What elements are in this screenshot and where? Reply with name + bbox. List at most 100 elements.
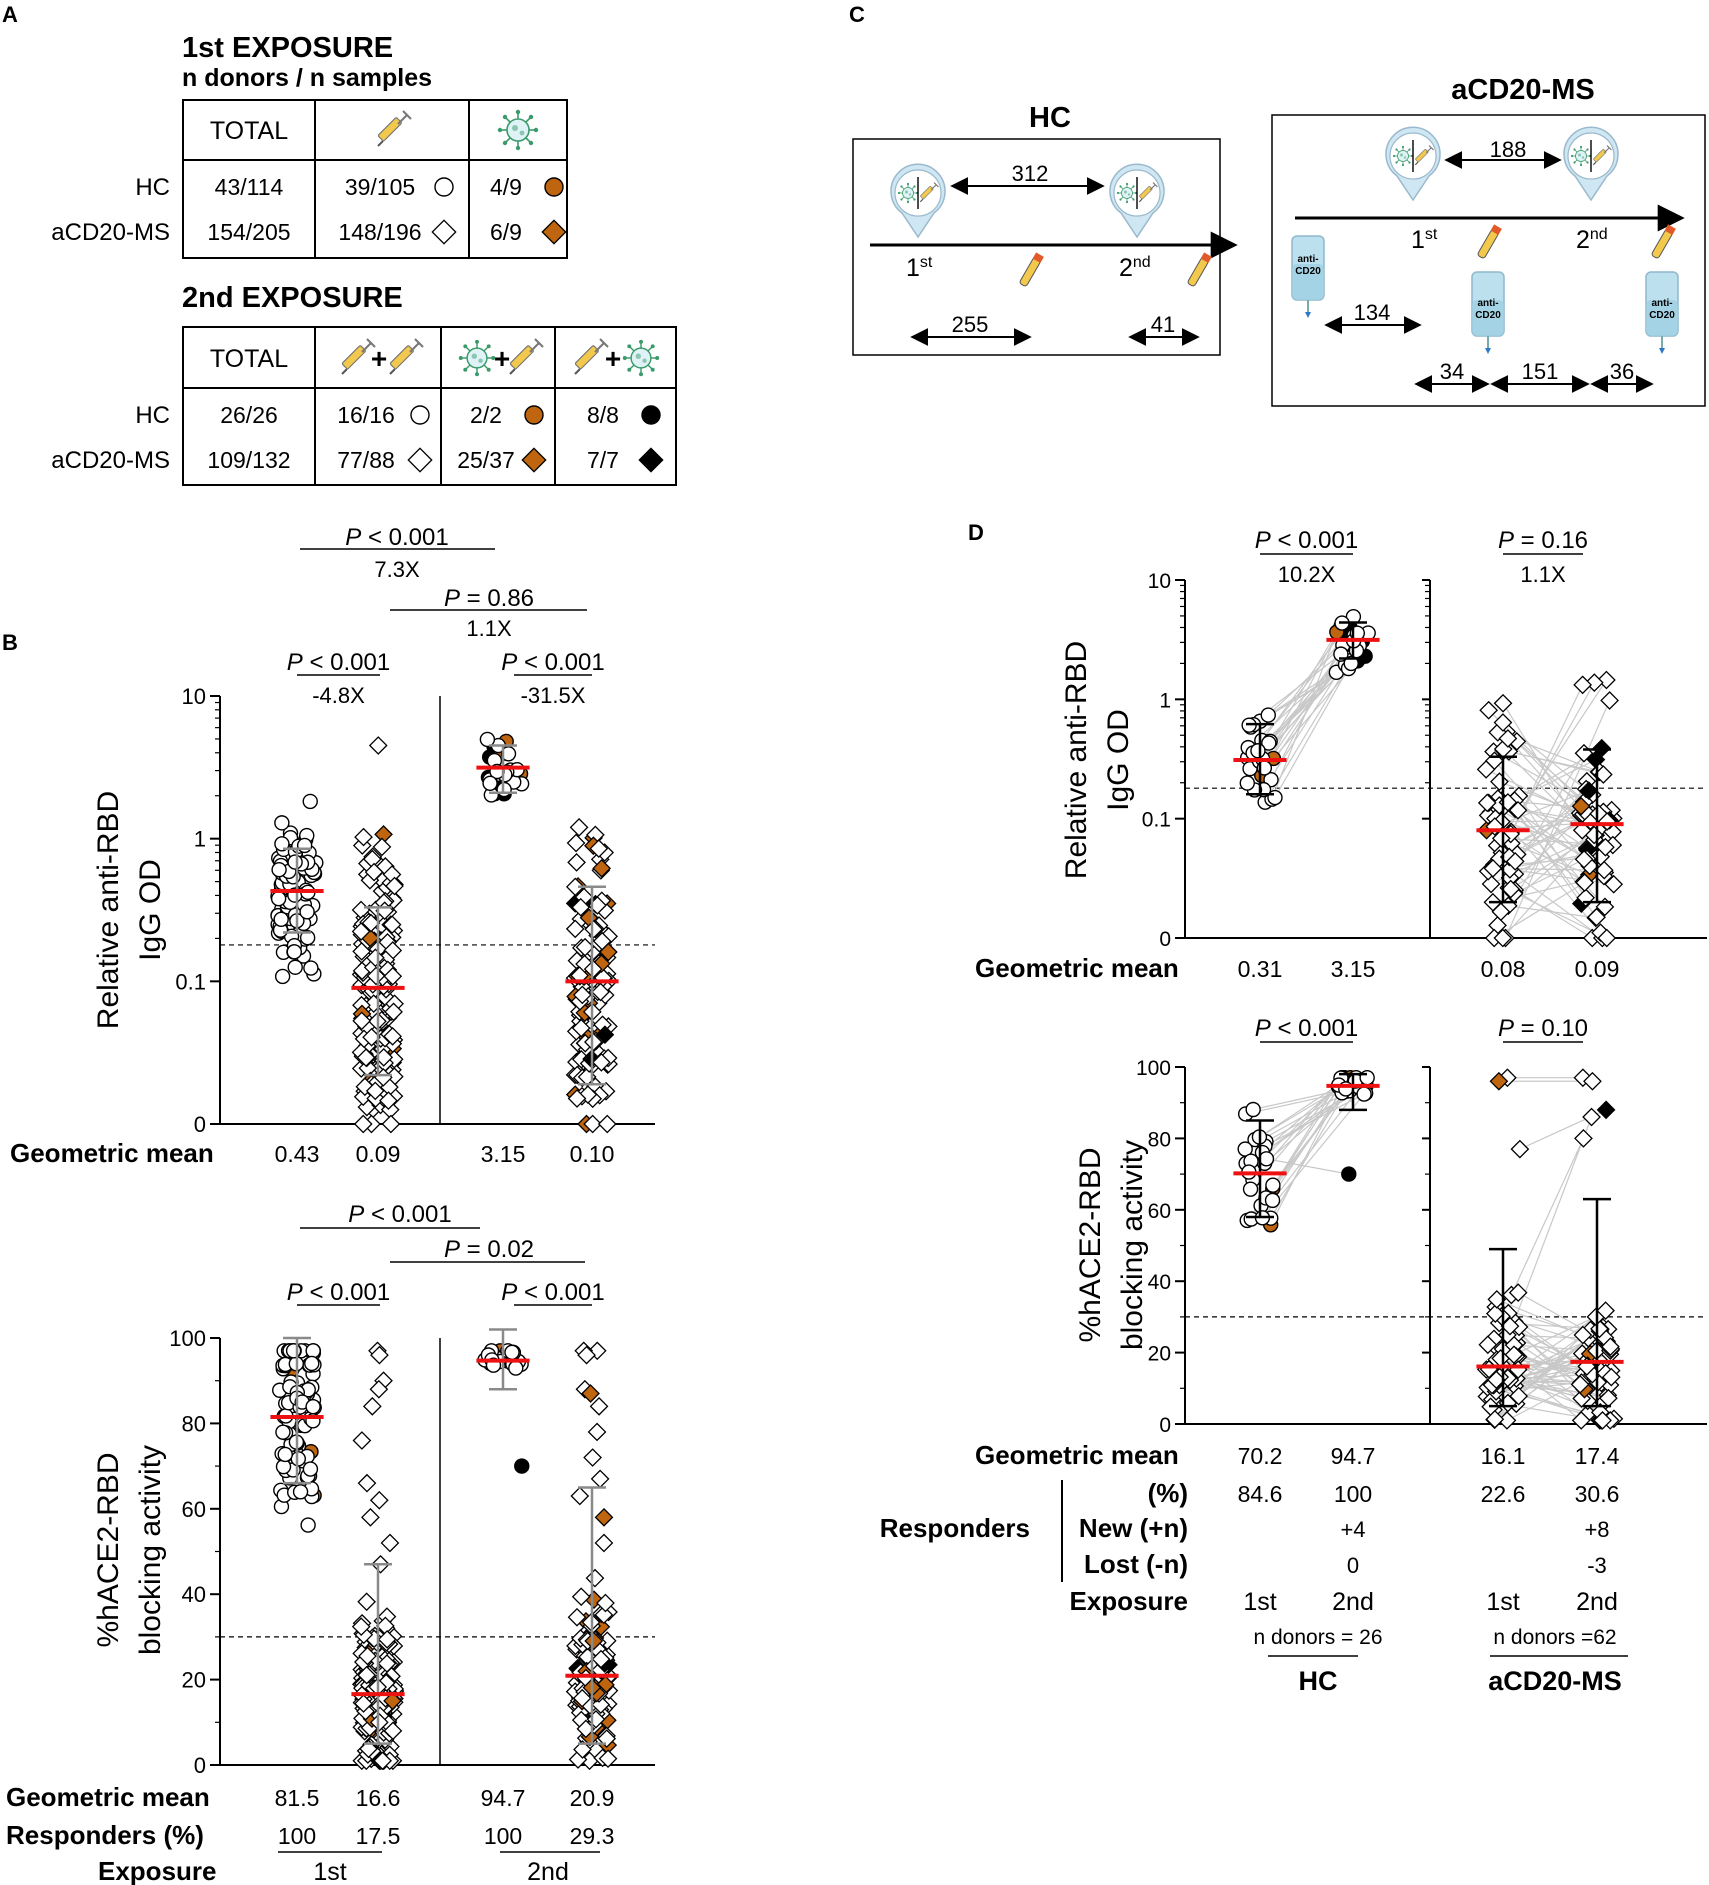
geometric-mean-value: 70.2 xyxy=(1238,1443,1283,1469)
diamond-orange-marker xyxy=(1571,796,1591,816)
diamond-open-marker xyxy=(1493,713,1513,732)
exposure-label: 2nd xyxy=(1576,1588,1618,1616)
diamond-black-marker xyxy=(1596,1100,1616,1120)
bag-text: CD20 xyxy=(1475,310,1501,321)
hc-first-label: 1st xyxy=(906,254,933,282)
geometric-mean-value: 3.15 xyxy=(481,1141,526,1167)
diamond-open-marker xyxy=(578,1085,598,1104)
plus-sign: + xyxy=(494,343,510,374)
diamond-open-marker xyxy=(577,1345,596,1365)
diamond-black-marker xyxy=(1579,781,1599,801)
circle-open-marker xyxy=(303,960,319,976)
tick-label: 0 xyxy=(194,1112,206,1137)
p-value: P < 0.001 xyxy=(1255,1015,1358,1042)
circle-open-marker xyxy=(271,862,287,878)
diamond-open-marker xyxy=(1601,1367,1621,1387)
bag-text: CD20 xyxy=(1649,310,1675,321)
diamond-open-marker xyxy=(565,877,585,897)
hc-interval-255: 255 xyxy=(952,312,989,337)
diamond-open-marker xyxy=(1509,1386,1529,1406)
circle-open-marker xyxy=(274,836,290,852)
diamond-open-marker xyxy=(1481,874,1501,894)
diamond-open-marker xyxy=(431,219,457,245)
diamond-open-marker xyxy=(569,817,589,837)
circle-open-marker xyxy=(305,1398,321,1415)
responder-percent: 22.6 xyxy=(1481,1481,1526,1507)
circle-open-marker xyxy=(1265,1177,1281,1193)
table-cell: 16/16 xyxy=(337,402,395,428)
row-value: 20.9 xyxy=(570,1785,615,1811)
circle-open-marker xyxy=(1359,1070,1375,1086)
diamond-open-marker xyxy=(362,1396,382,1416)
row-label: Lost (-n) xyxy=(1084,1549,1188,1579)
diamond-open-marker xyxy=(1493,693,1513,713)
ms-first-label: 1st xyxy=(1411,226,1438,254)
diamond-open-marker xyxy=(1590,1319,1609,1339)
diamond-open-marker xyxy=(565,919,585,939)
diamond-orange-marker xyxy=(584,1631,604,1651)
blood-tube-icon xyxy=(1186,251,1213,288)
circle-black-marker xyxy=(514,1458,530,1474)
diamond-open-marker xyxy=(366,948,385,968)
circle-open-marker xyxy=(482,775,498,791)
geometric-mean-value: 0.10 xyxy=(570,1141,615,1167)
circle-open-marker xyxy=(299,929,316,946)
ms-interval-188: 188 xyxy=(1490,137,1527,162)
row-label: New (+n) xyxy=(1079,1513,1188,1543)
circle-open-marker xyxy=(434,177,454,197)
diamond-black-marker xyxy=(638,447,664,473)
diamond-open-marker xyxy=(592,1052,611,1072)
diamond-black-marker xyxy=(595,1025,615,1045)
row-value: 100 xyxy=(278,1823,316,1849)
n-donors: n donors = 26 xyxy=(1253,1626,1382,1649)
circle-open-marker xyxy=(1343,655,1359,672)
circle-open-marker xyxy=(302,1461,319,1477)
tick-label: 0.1 xyxy=(1142,809,1171,832)
ms-second-exposure-pin xyxy=(1564,127,1618,200)
diamond-open-marker xyxy=(571,1018,591,1038)
table-cell: 154/205 xyxy=(207,219,290,245)
circle-open-marker xyxy=(1260,707,1276,723)
diamond-open-marker xyxy=(594,1605,614,1625)
p-value: P = 0.16 xyxy=(1498,527,1588,554)
plus-sign: + xyxy=(605,343,621,374)
row-label: Exposure xyxy=(98,1856,217,1885)
first-exposure-table xyxy=(182,99,568,259)
circle-open-marker xyxy=(274,968,291,985)
panel-a-letter: A xyxy=(2,2,18,27)
circle-open-marker xyxy=(1242,1181,1259,1197)
syringe-icon xyxy=(508,338,544,375)
bag-text: CD20 xyxy=(1295,266,1321,277)
diamond-orange-marker xyxy=(521,447,547,473)
second-exposure-title: 2nd EXPOSURE xyxy=(182,282,403,314)
row-label: (%) xyxy=(1148,1478,1188,1508)
tick-label: 80 xyxy=(182,1411,206,1436)
diamond-open-marker xyxy=(1587,907,1606,927)
diamond-open-marker xyxy=(1504,1345,1524,1365)
virus-icon xyxy=(496,109,540,151)
diamond-open-marker xyxy=(369,1379,389,1399)
geometric-mean-value: 3.15 xyxy=(1331,956,1376,982)
ms-second-label: 2nd xyxy=(1576,226,1608,254)
circle-open-marker xyxy=(1245,1101,1261,1118)
fold-change: 7.3X xyxy=(374,557,420,582)
virus-icon xyxy=(458,339,496,377)
tick-label: 1 xyxy=(194,827,206,852)
diamond-open-marker xyxy=(583,1032,603,1052)
row-label: Responders (%) xyxy=(6,1820,204,1850)
diamond-open-marker xyxy=(358,1646,377,1666)
diamond-open-marker xyxy=(572,1688,592,1708)
diamond-orange-marker xyxy=(383,1691,402,1711)
diamond-open-marker xyxy=(1508,800,1528,820)
circle-open-marker xyxy=(275,1424,291,1440)
new-responders: +4 xyxy=(1340,1517,1365,1542)
row-label: HC xyxy=(135,402,170,429)
diamond-open-marker xyxy=(1478,1335,1498,1355)
syringe-icon xyxy=(573,338,609,375)
row-label: Geometric mean xyxy=(10,1138,214,1168)
diamond-open-marker xyxy=(1583,1071,1602,1091)
row-label: HC xyxy=(135,174,170,201)
tick-label: 10 xyxy=(182,684,206,709)
hc-second-label: 2nd xyxy=(1119,254,1151,282)
diamond-open-marker xyxy=(372,837,392,857)
